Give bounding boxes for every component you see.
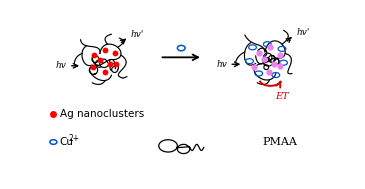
Text: ET: ET [275,92,289,101]
Text: 2+: 2+ [69,134,80,143]
Text: Cu: Cu [59,137,74,147]
Text: Ag nanoclusters: Ag nanoclusters [59,108,144,119]
Text: hv: hv [216,60,227,69]
Text: hv': hv' [297,28,310,37]
Text: hv: hv [56,61,66,70]
Text: hv': hv' [131,30,144,39]
Text: PMAA: PMAA [263,137,297,147]
